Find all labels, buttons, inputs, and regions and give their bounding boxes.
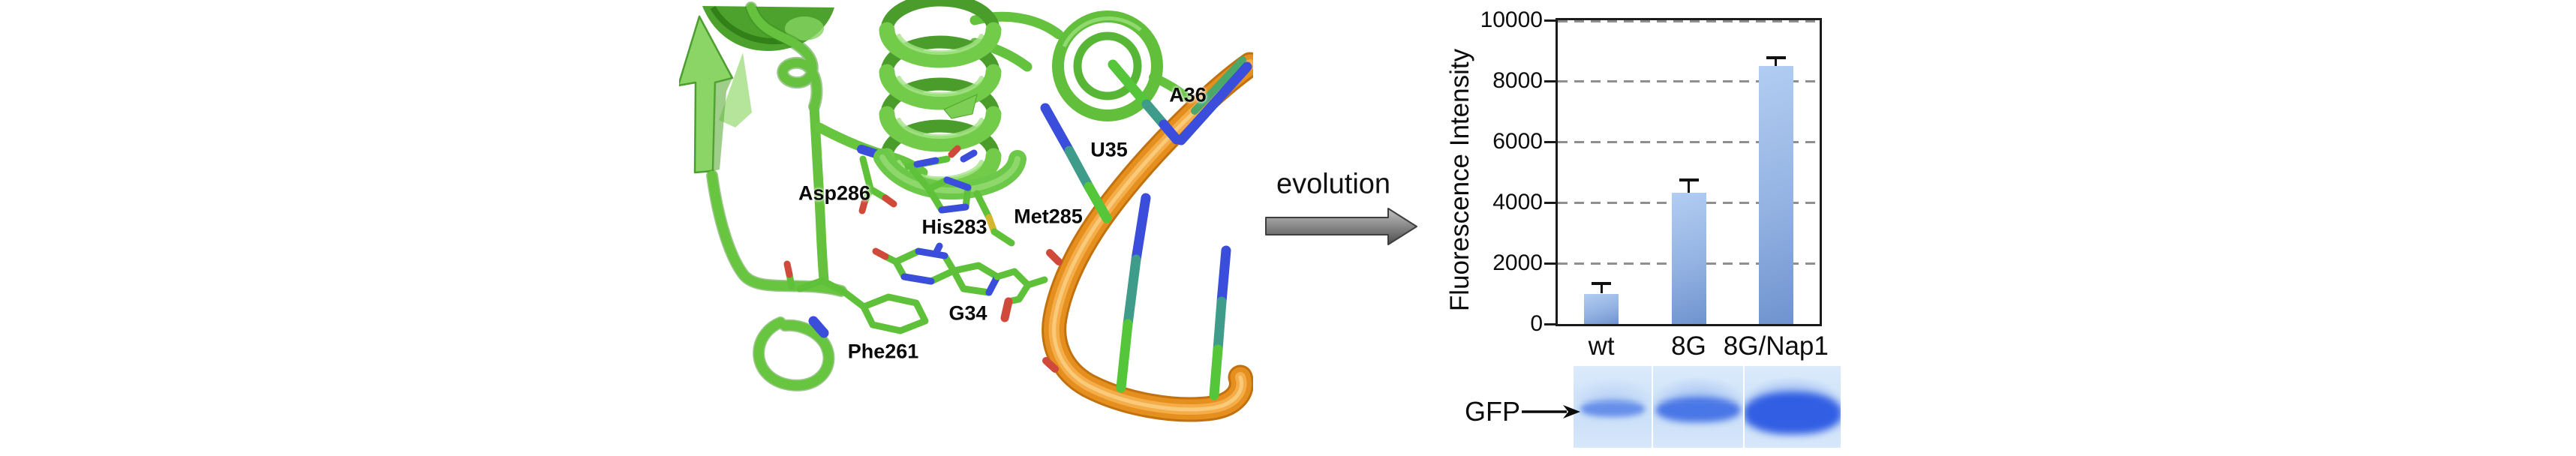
- rna-backbone: [1042, 52, 1253, 422]
- y-tick-10000: [1544, 19, 1556, 22]
- y-tick-label-0: 0: [1530, 311, 1543, 336]
- gel-smear-wt: [1574, 368, 1652, 402]
- x-tick-label-8G/Nap1: 8G/Nap1: [1723, 332, 1829, 361]
- bar-wt: [1584, 293, 1619, 324]
- gel-lane-8G: [1653, 366, 1743, 448]
- gridline-8000: [1558, 80, 1820, 82]
- gfp-arrow-icon: [1522, 405, 1580, 418]
- y-tick-label-10000: 10000: [1480, 8, 1543, 32]
- residue-label-u35: U35: [1090, 138, 1128, 161]
- gel-lane-8G/Nap1: [1744, 366, 1841, 448]
- residue-label-asp286: Asp286: [798, 182, 871, 205]
- y-tick-label-8000: 8000: [1492, 68, 1543, 93]
- bar-chart-plot-area: [1556, 18, 1822, 326]
- y-tick-2000: [1544, 262, 1556, 265]
- beta-sheet-arrow-ribbon: [679, 15, 752, 174]
- x-tick-label-8G: 8G: [1671, 332, 1706, 361]
- y-tick-0: [1544, 322, 1556, 326]
- y-axis-ticks: [1544, 19, 1556, 326]
- protein-rna-structure-image: [679, 0, 1253, 422]
- x-tick-label-wt: wt: [1588, 332, 1615, 361]
- evolution-label: evolution: [1276, 168, 1391, 200]
- error-bar-cap-8G: [1679, 178, 1699, 182]
- gel-lane-wt: [1574, 366, 1652, 448]
- y-tick-label-2000: 2000: [1492, 250, 1543, 275]
- residue-label-g34: G34: [948, 302, 987, 325]
- gel-band-8G/Nap1: [1744, 392, 1841, 434]
- y-tick-8000: [1544, 80, 1556, 82]
- gel-band-8G: [1655, 398, 1741, 422]
- protein-loop-tubes: [706, 2, 1200, 392]
- y-axis-tick-labels: 0 2000 4000 6000 8000 10000: [1468, 8, 1543, 336]
- error-bar-stem-wt: [1600, 283, 1603, 294]
- error-bar-stem-8G: [1688, 180, 1690, 194]
- y-tick-label-6000: 6000: [1492, 129, 1543, 154]
- residue-label-his283: His283: [921, 215, 987, 238]
- bar-8G/Nap1: [1758, 66, 1793, 324]
- gel-band-wt: [1580, 400, 1645, 417]
- gel-smear-8G: [1653, 368, 1743, 402]
- bar-8G: [1671, 193, 1706, 324]
- residue-label-phe261: Phe261: [847, 340, 919, 363]
- error-bar-cap-8G/Nap1: [1766, 56, 1786, 60]
- rna-base-sticks: [1040, 56, 1252, 400]
- gridline-10000: [1558, 20, 1820, 22]
- residue-label-met285: Met285: [1014, 205, 1083, 228]
- error-bar-stem-8G/Nap1: [1775, 58, 1778, 67]
- gel-image: [1574, 366, 1841, 448]
- gfp-label: GFP: [1464, 396, 1520, 427]
- evolution-arrow-icon: [1265, 208, 1417, 245]
- x-axis-tick-labels: wt 8G 8G/Nap1: [1558, 332, 1829, 363]
- residue-sticks: [783, 145, 1048, 334]
- y-tick-6000: [1544, 140, 1556, 143]
- gridline-6000: [1558, 140, 1820, 143]
- error-bar-cap-wt: [1592, 281, 1612, 285]
- y-tick-4000: [1544, 201, 1556, 204]
- residue-label-a36: A36: [1169, 83, 1207, 106]
- y-tick-label-4000: 4000: [1492, 190, 1543, 214]
